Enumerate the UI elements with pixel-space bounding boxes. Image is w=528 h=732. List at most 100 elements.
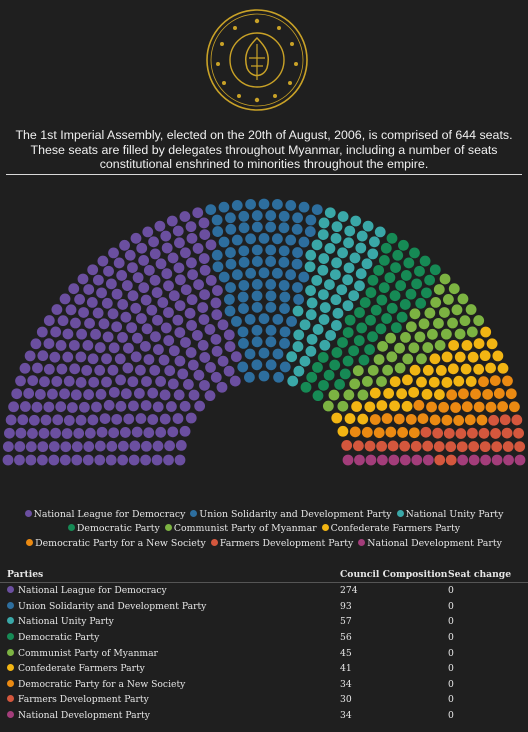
seat-dot xyxy=(199,229,211,240)
change-cell: 0 xyxy=(448,710,454,722)
seat-dot xyxy=(461,339,473,351)
seat-dot xyxy=(433,284,445,295)
change-cell: 0 xyxy=(448,616,454,628)
legend-label: Democratic Party xyxy=(76,523,160,535)
seat-dot xyxy=(485,362,496,374)
seat-dot xyxy=(441,377,453,388)
seat-dot xyxy=(384,272,396,284)
seat-dot xyxy=(96,426,108,438)
seat-dot xyxy=(497,401,509,412)
seat-dot xyxy=(24,350,36,362)
seat-dot xyxy=(385,332,397,344)
seat-dot xyxy=(376,400,388,411)
seat-dot xyxy=(319,339,331,351)
seat-dot xyxy=(441,351,453,363)
seat-dot xyxy=(237,326,249,338)
seat-dot xyxy=(39,376,50,388)
seat-dot xyxy=(323,369,335,381)
seat-dot xyxy=(432,427,444,439)
seat-dot xyxy=(342,274,354,286)
seat-dot xyxy=(57,315,69,327)
seat-dot xyxy=(385,426,397,438)
seat-dot xyxy=(123,342,134,354)
seat-dot xyxy=(238,303,249,314)
party-dot-icon xyxy=(7,633,14,641)
col-header-parties: Parties xyxy=(0,566,340,583)
seat-dot xyxy=(457,454,469,466)
seat-dot xyxy=(389,400,400,412)
party-cell: National Unity Party xyxy=(0,614,340,630)
seat-dot xyxy=(75,377,87,388)
seat-dot xyxy=(174,237,185,249)
seat-dot xyxy=(91,401,102,413)
seat-dot xyxy=(78,307,89,318)
seats-cell: 41 xyxy=(340,663,352,675)
seat-dot xyxy=(185,412,197,424)
seat-dot xyxy=(97,255,109,267)
seat-dot xyxy=(105,454,117,466)
seat-dot xyxy=(123,413,135,425)
seat-dot xyxy=(198,217,210,229)
seat-dot xyxy=(230,351,242,363)
seat-dot xyxy=(108,386,120,398)
seat-dot xyxy=(251,256,263,267)
legend-label: Confederate Farmers Party xyxy=(330,523,461,535)
seat-dot xyxy=(69,363,81,375)
seat-dot xyxy=(394,362,406,374)
seat-dot xyxy=(212,285,223,296)
seat-dot xyxy=(141,323,153,335)
seat-dot xyxy=(367,274,379,286)
party-name: Democratic Party xyxy=(18,632,100,644)
party-dot-icon xyxy=(7,711,14,719)
seat-dot xyxy=(62,351,74,363)
seat-dot xyxy=(411,454,423,466)
col-header-composition: Council Composition xyxy=(340,566,448,583)
seat-dot xyxy=(298,271,310,283)
seat-dot xyxy=(128,454,140,466)
seat-dot xyxy=(299,355,311,367)
seat-dot xyxy=(417,413,429,425)
seat-dot xyxy=(455,428,467,439)
seat-dot xyxy=(439,273,451,285)
seat-dot xyxy=(337,337,348,348)
seat-dot xyxy=(225,223,237,235)
seat-dot xyxy=(293,329,305,341)
party-dot-icon xyxy=(7,586,14,594)
party-cell: Communist Party of Myanmar xyxy=(0,645,340,661)
seat-dot xyxy=(272,348,284,360)
seat-dot xyxy=(271,267,283,279)
seat-dot xyxy=(205,361,216,373)
seat-dot xyxy=(479,441,491,453)
seat-dot xyxy=(83,441,95,452)
seat-dot xyxy=(401,400,413,412)
seat-dot xyxy=(212,226,224,237)
seat-dot xyxy=(126,322,138,334)
seat-dot xyxy=(37,454,48,466)
seat-dot xyxy=(142,226,154,238)
seat-dot xyxy=(238,338,249,349)
seat-dot xyxy=(140,294,152,306)
seat-dot xyxy=(467,427,478,439)
seat-dot xyxy=(511,414,523,426)
seat-dot xyxy=(357,413,369,425)
seat-dot xyxy=(344,314,356,326)
seat-dot xyxy=(94,364,106,376)
seat-dot xyxy=(50,326,62,338)
seat-dot xyxy=(478,427,490,439)
seat-dot xyxy=(292,247,303,258)
seat-dot xyxy=(331,320,342,331)
seat-dot xyxy=(52,414,64,426)
seat-dot xyxy=(292,282,303,293)
seat-dot xyxy=(32,362,43,374)
seat-dot xyxy=(509,401,520,413)
seats-cell: 45 xyxy=(340,647,352,659)
seat-dot xyxy=(265,290,277,302)
seat-dot xyxy=(152,314,163,326)
seat-dot xyxy=(318,289,329,301)
parliament-chart xyxy=(2,198,526,466)
seat-dot xyxy=(31,401,43,413)
seat-dot xyxy=(365,314,376,326)
legend-dot-icon xyxy=(321,524,329,532)
seat-dot xyxy=(55,339,67,351)
seat-dot xyxy=(14,441,26,452)
